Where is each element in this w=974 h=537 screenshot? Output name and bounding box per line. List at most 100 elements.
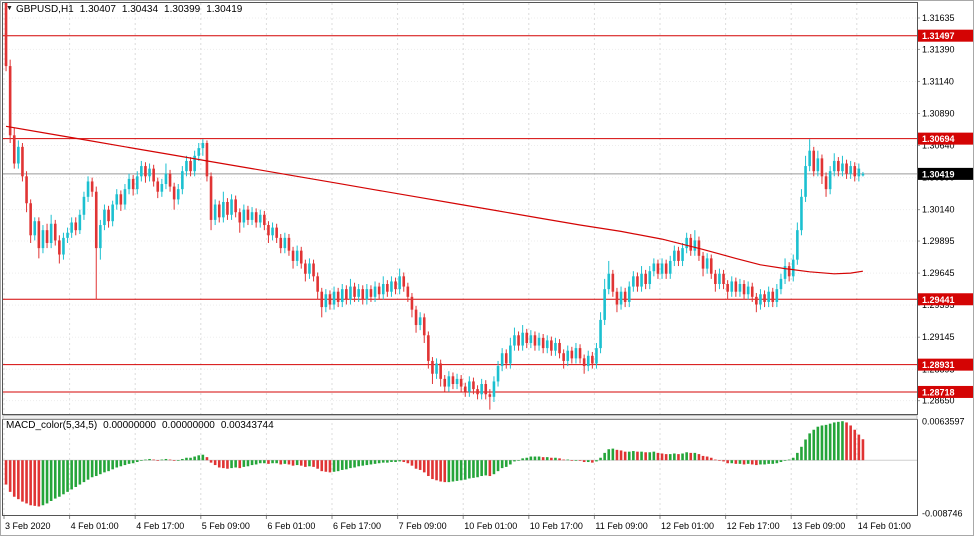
candle-body [841,163,844,172]
price-tick-label: 1.30640 [922,141,955,151]
candle-body [787,266,791,277]
macd-bar [808,433,811,461]
candle-body [730,281,734,292]
macd-bar [29,460,32,506]
candle-body [33,221,37,236]
macd-bar [144,459,147,461]
candle-body [849,166,852,174]
macd-name: MACD_color(5,34,5) [6,420,98,431]
candle-body [771,291,775,302]
candle-body [689,237,693,251]
candle-body [796,230,799,260]
candle-body [537,337,541,346]
candle-body [820,158,824,177]
macd-bar [172,460,176,461]
moving-average-line[interactable] [5,125,863,275]
candle-body [603,289,606,320]
macd-bar [845,422,848,461]
macd-bar [152,459,155,461]
candle-body [857,168,861,177]
candle-body [439,363,442,379]
candle-body [644,273,647,285]
chart-dropdown-arrow-icon[interactable]: ▼ [6,5,13,12]
macd-bar [349,460,352,469]
macd-bar [213,460,217,466]
macd-bar [586,460,590,463]
macd-bar [652,451,656,461]
candle-body [627,286,631,302]
candle-body [226,201,229,215]
macd-bar [21,460,24,502]
candle-body [193,155,196,172]
candle-body [652,263,656,272]
macd-bar [627,451,631,461]
candle-body [775,289,779,302]
macd-bar [738,460,742,464]
macd-bar [410,460,414,466]
pane-separator[interactable] [2,415,918,420]
candle-body [837,160,840,172]
candle-body [500,353,504,367]
candle-body [755,296,758,305]
candle-body [463,386,467,392]
candle-body [336,291,340,302]
macd-bar [160,459,164,461]
macd-bar [369,460,373,465]
grid-lines [3,3,917,515]
candle-body [172,186,176,200]
macd-bar [533,456,537,461]
macd-bar [222,460,225,469]
candle-body [365,289,369,300]
candle-body [812,150,816,172]
macd-tick-label: -0.008746 [922,508,963,518]
macd-bar [361,460,365,466]
candle-body [759,294,762,305]
candle-body [140,166,143,177]
candle-body [824,176,828,190]
price-tick-label: 1.31140 [922,76,954,86]
candle-body [615,291,619,305]
macd-bar [796,452,799,461]
candle-body [488,394,492,397]
candle-body [468,381,471,392]
macd-bar [783,460,787,461]
candle-body [640,273,643,287]
svg-text:1.28718: 1.28718 [922,387,955,397]
candle-body [275,227,278,238]
macd-pane[interactable] [3,421,917,507]
macd-bar [509,460,512,465]
candle-body [681,248,684,261]
macd-bar [291,460,295,466]
candle-body [709,258,713,274]
macd-bar [254,460,258,465]
macd-bar [230,460,233,469]
symbol-timeframe-label: GBPUSD,H1 [15,4,74,15]
macd-bar [123,460,127,466]
candle-body [242,209,246,223]
candle-body [763,294,766,302]
candle-body [800,196,803,231]
macd-bar [459,460,463,481]
candle-body [131,178,135,190]
candle-body [455,378,459,385]
macd-bar [78,460,82,485]
candle-body [750,286,754,297]
candle-body [562,353,565,361]
macd-bar [611,448,615,461]
candle-body [718,273,721,285]
macd-bar [127,460,131,464]
macd-bar [550,457,553,461]
candle-body [144,166,147,177]
macd-bar [472,460,475,478]
candle-body [90,181,94,192]
macd-bar [320,460,324,472]
macd-bar [226,460,229,469]
candle-body [168,173,172,187]
price-pane[interactable] [4,1,865,410]
candle-body [447,376,451,387]
candle-body [828,171,832,190]
macd-bar [603,452,606,461]
macd-bar [308,460,311,467]
macd-bar [640,451,643,461]
